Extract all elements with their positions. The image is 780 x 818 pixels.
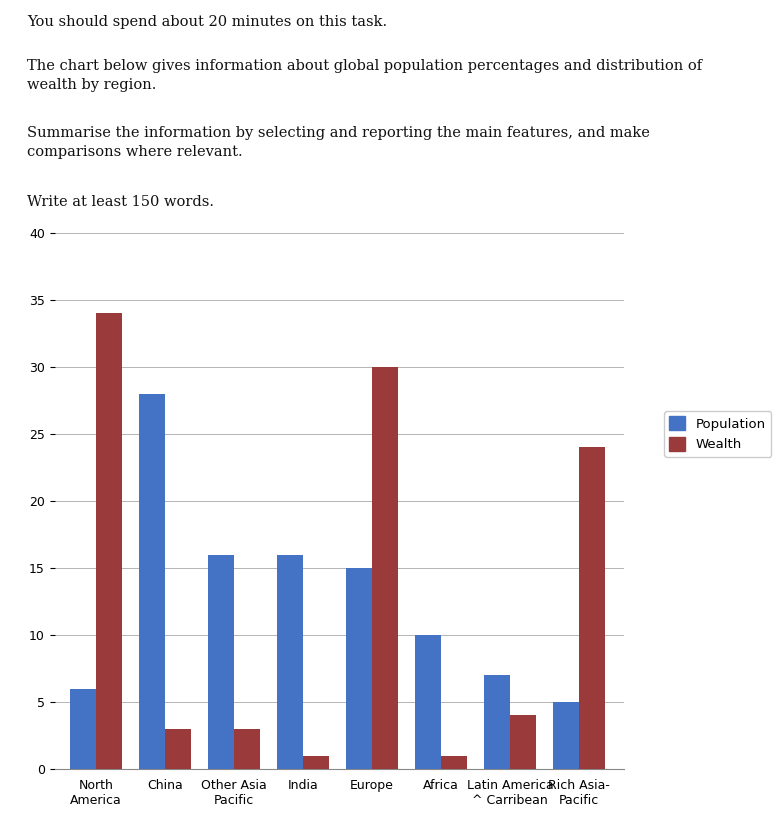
Legend: Population, Wealth: Population, Wealth — [664, 411, 771, 456]
Bar — [165, 729, 191, 769]
Bar — [372, 367, 399, 769]
Bar — [303, 756, 329, 769]
Text: The chart below gives information about global population percentages and distri: The chart below gives information about … — [27, 59, 703, 92]
Bar — [139, 393, 165, 769]
Bar — [415, 635, 441, 769]
Bar — [346, 568, 372, 769]
Text: Write at least 150 words.: Write at least 150 words. — [27, 195, 215, 209]
Bar — [553, 702, 579, 769]
Bar — [234, 729, 261, 769]
Bar — [207, 555, 234, 769]
Bar — [579, 447, 605, 769]
Text: You should spend about 20 minutes on this task.: You should spend about 20 minutes on thi… — [27, 16, 388, 29]
Bar — [510, 715, 537, 769]
Bar — [484, 675, 510, 769]
Bar — [277, 555, 303, 769]
Bar — [96, 313, 122, 769]
Bar — [441, 756, 467, 769]
Bar — [69, 689, 96, 769]
Text: Summarise the information by selecting and reporting the main features, and make: Summarise the information by selecting a… — [27, 126, 651, 160]
